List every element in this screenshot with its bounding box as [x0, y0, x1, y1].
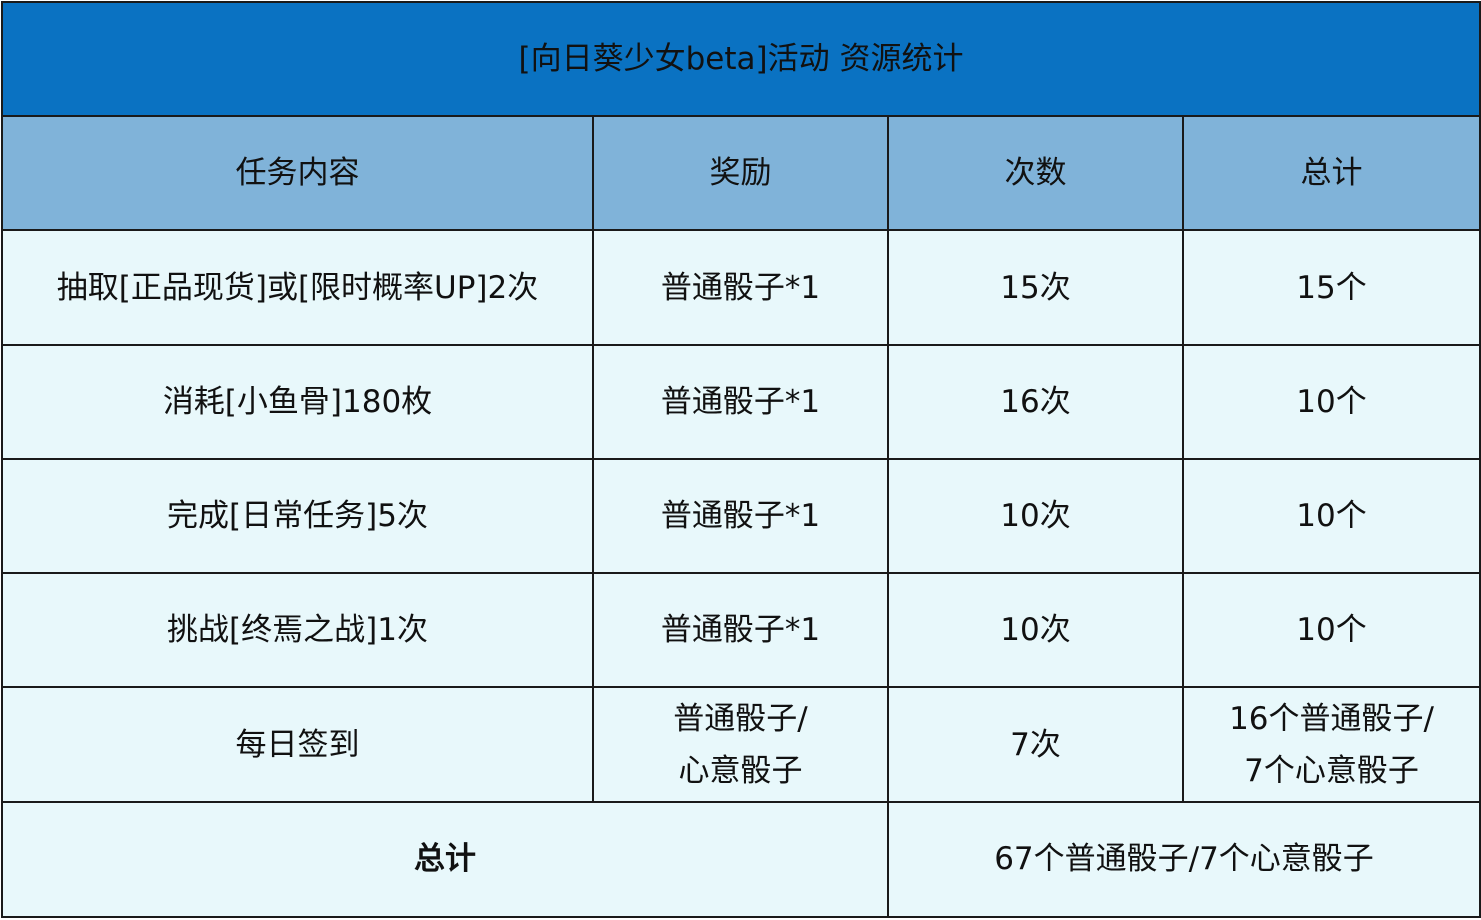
task-cell: 完成[日常任务]5次: [1, 457, 594, 575]
count-cell: 7次: [887, 686, 1184, 803]
column-header-reward: 奖励: [592, 115, 889, 232]
task-cell: 挑战[终焉之战]1次: [1, 572, 594, 689]
table-row: 完成[日常任务]5次 普通骰子*1 10次 10个: [1, 457, 1481, 575]
title-row: [向日葵少女beta]活动 资源统计: [0, 0, 1481, 118]
count-cell: 10次: [887, 572, 1184, 689]
table-row: 每日签到 普通骰子/ 心意骰子 7次 16个普通骰子/ 7个心意骰子: [1, 686, 1481, 803]
task-cell: 每日签到: [1, 686, 594, 803]
table-row: 消耗[小鱼骨]180枚 普通骰子*1 16次 10个: [1, 343, 1481, 460]
total-cell: 10个: [1181, 343, 1481, 460]
table-row: 抽取[正品现货]或[限时概率UP]2次 普通骰子*1 15次 15个: [1, 229, 1481, 346]
task-cell: 消耗[小鱼骨]180枚: [1, 343, 594, 460]
header-row: 任务内容 奖励 次数 总计: [1, 115, 1481, 232]
reward-cell: 普通骰子/ 心意骰子: [592, 686, 889, 803]
total-cell: 15个: [1181, 229, 1481, 346]
task-cell: 抽取[正品现货]或[限时概率UP]2次: [1, 229, 594, 346]
reward-cell: 普通骰子*1: [592, 572, 889, 689]
table-title: [向日葵少女beta]活动 资源统计: [0, 0, 1481, 118]
column-header-count: 次数: [887, 115, 1184, 232]
column-header-total: 总计: [1181, 115, 1481, 232]
count-cell: 10次: [887, 457, 1184, 575]
total-cell: 10个: [1181, 572, 1481, 689]
summary-row: 总计 67个普通骰子/7个心意骰子: [1, 800, 1481, 919]
reward-cell: 普通骰子*1: [592, 457, 889, 575]
summary-value: 67个普通骰子/7个心意骰子: [886, 800, 1481, 919]
count-cell: 16次: [887, 343, 1184, 460]
summary-label: 总计: [1, 800, 889, 919]
count-cell: 15次: [887, 229, 1184, 346]
column-header-task: 任务内容: [1, 115, 594, 232]
total-cell: 10个: [1181, 457, 1481, 575]
reward-cell: 普通骰子*1: [592, 343, 889, 460]
total-cell: 16个普通骰子/ 7个心意骰子: [1181, 686, 1481, 803]
reward-cell: 普通骰子*1: [592, 229, 889, 346]
table-row: 挑战[终焉之战]1次 普通骰子*1 10次 10个: [1, 572, 1481, 689]
